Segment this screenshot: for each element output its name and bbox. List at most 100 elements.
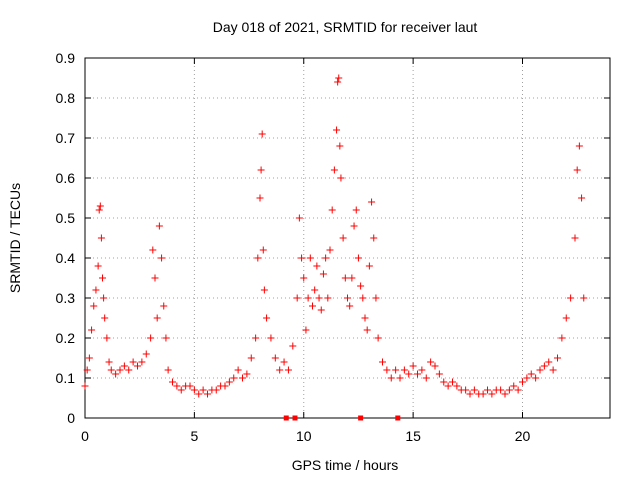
- data-point: [422, 374, 430, 382]
- data-point: [510, 382, 518, 390]
- y-axis-label: SRMTID / TECUs: [7, 183, 23, 293]
- data-point: [234, 366, 242, 374]
- data-point: [328, 206, 336, 214]
- data-point: [324, 294, 332, 302]
- data-point: [549, 366, 557, 374]
- data-point: [326, 246, 334, 254]
- data-point: [514, 386, 522, 394]
- y-tick-label: 0: [67, 410, 75, 426]
- data-point: [147, 334, 155, 342]
- data-point: [199, 386, 207, 394]
- data-point: [374, 334, 382, 342]
- data-point: [100, 294, 108, 302]
- data-point: [169, 378, 176, 386]
- data-point: [540, 362, 548, 370]
- data-point: [311, 286, 319, 294]
- data-point: [357, 282, 365, 290]
- data-point: [259, 246, 267, 254]
- data-point: [501, 390, 509, 398]
- data-point: [396, 374, 404, 382]
- data-point: [440, 378, 448, 386]
- data-point: [470, 386, 478, 394]
- data-point: [162, 334, 170, 342]
- data-point: [158, 254, 166, 262]
- data-point: [92, 286, 100, 294]
- data-point: [339, 234, 347, 242]
- data-point: [330, 166, 338, 174]
- data-point: [97, 234, 105, 242]
- data-point: [409, 362, 417, 370]
- data-point: [239, 374, 246, 382]
- data-point: [289, 342, 297, 350]
- data-point: [575, 142, 583, 150]
- data-point: [260, 286, 268, 294]
- data-point: [95, 206, 103, 214]
- data-point: [313, 262, 321, 270]
- data-point: [134, 362, 141, 370]
- data-point: [392, 366, 400, 374]
- x-tick-label: 0: [81, 428, 89, 444]
- data-point: [149, 246, 157, 254]
- data-point: [573, 166, 581, 174]
- data-point: [319, 270, 327, 278]
- data-point: [341, 274, 349, 282]
- data-point: [101, 314, 109, 322]
- data-point: [449, 378, 456, 386]
- data-point: [304, 294, 312, 302]
- data-point: [293, 294, 301, 302]
- data-point: [85, 354, 93, 362]
- data-point: [230, 374, 238, 382]
- data-point: [138, 358, 146, 366]
- data-point: [271, 354, 279, 362]
- data-point: [204, 390, 211, 398]
- data-point: [344, 294, 351, 302]
- data-point: [387, 374, 395, 382]
- data-point: [151, 274, 159, 282]
- data-point: [90, 302, 98, 310]
- data-point: [354, 254, 362, 262]
- data-point: [418, 366, 426, 374]
- data-point: [322, 254, 330, 262]
- data-point: [578, 194, 586, 202]
- data-point: [252, 334, 260, 342]
- data-point: [258, 130, 266, 138]
- data-point: [335, 74, 343, 82]
- data-point: [536, 366, 544, 374]
- data-point: [142, 350, 150, 358]
- data-point: [414, 370, 421, 378]
- data-point: [225, 378, 233, 386]
- data-point: [81, 382, 89, 390]
- data-point: [186, 382, 194, 390]
- data-point: [466, 390, 474, 398]
- data-point: [372, 294, 380, 302]
- data-point: [125, 366, 133, 374]
- data-point: [309, 302, 316, 310]
- data-point: [532, 374, 540, 382]
- data-point: [254, 254, 262, 262]
- x-axis-marker: [283, 415, 289, 421]
- data-point: [94, 262, 102, 270]
- data-point: [263, 314, 271, 322]
- data-point: [365, 262, 373, 270]
- data-point: [280, 358, 288, 366]
- y-tick-label: 0.7: [56, 130, 76, 146]
- data-point: [298, 254, 306, 262]
- data-point: [337, 174, 345, 182]
- data-point: [431, 362, 439, 370]
- data-point: [334, 78, 342, 86]
- data-point: [352, 206, 360, 214]
- data-point: [257, 166, 265, 174]
- data-point: [116, 366, 124, 374]
- data-point: [562, 314, 570, 322]
- data-point: [212, 386, 220, 394]
- data-point: [177, 386, 185, 394]
- data-point: [488, 390, 496, 398]
- data-point: [284, 366, 292, 374]
- data-points: [81, 74, 588, 398]
- data-point: [300, 274, 308, 282]
- x-axis-marker: [395, 415, 401, 421]
- data-point: [88, 326, 96, 334]
- data-point: [190, 386, 198, 394]
